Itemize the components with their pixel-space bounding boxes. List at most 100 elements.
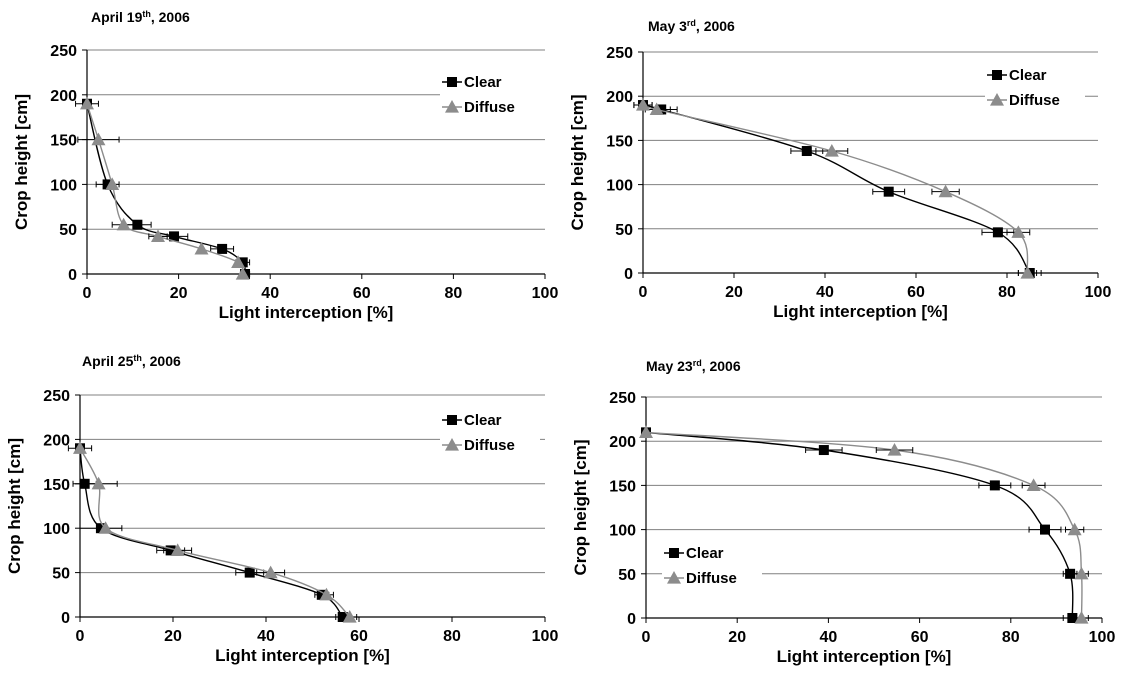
legend-marker-diffuse: [667, 571, 681, 584]
y-axis-label: Crop height [cm]: [12, 94, 31, 230]
chart-title-superscript: th: [142, 9, 151, 19]
legend-label-diffuse: Diffuse: [686, 570, 737, 587]
x-tick-label: 40: [820, 629, 838, 646]
y-tick-label: 100: [43, 521, 70, 538]
data-point-clear: [102, 179, 113, 190]
data-point-diffuse: [1026, 478, 1041, 491]
data-point-clear: [883, 186, 894, 197]
y-tick-label: 50: [59, 222, 77, 239]
y-tick-label: 0: [627, 611, 636, 628]
data-point-diffuse: [194, 241, 209, 255]
chart-title-superscript: rd: [687, 18, 696, 28]
y-tick-label: 250: [43, 388, 70, 405]
data-point-clear: [169, 231, 180, 242]
data-point-diffuse: [80, 96, 94, 110]
data-point-clear: [1067, 613, 1078, 623]
legend-label-clear: Clear: [1009, 67, 1047, 84]
data-point-clear: [237, 257, 248, 268]
y-tick-label: 200: [50, 88, 77, 105]
data-point-diffuse: [91, 476, 106, 490]
x-axis-label: Light interception [%]: [219, 303, 394, 322]
chart-panel-1: April 19th, 2006 0 50 100 150 200 250 0 20 40 60 80…: [12, 9, 558, 322]
y-tick-label: 150: [50, 133, 77, 150]
data-point-diffuse: [105, 177, 120, 190]
chart-title: April 25th, 2006: [82, 353, 181, 369]
y-axis-label: Crop height [cm]: [571, 440, 590, 576]
x-tick-label: 40: [816, 284, 834, 301]
x-tick-label: 20: [170, 285, 188, 302]
data-point-diffuse: [1074, 611, 1089, 624]
data-point-diffuse: [73, 441, 87, 454]
y-tick-label: 200: [43, 432, 70, 449]
data-point-diffuse: [235, 267, 250, 280]
x-axis-label: Light interception [%]: [215, 646, 390, 665]
data-point-diffuse: [150, 229, 165, 242]
y-tick-label: 0: [68, 267, 77, 284]
y-tick-label: 150: [609, 478, 636, 495]
x-tick-label: 40: [257, 628, 275, 645]
data-point-diffuse: [1067, 522, 1082, 536]
chart-title-rest: , 2006: [142, 353, 181, 369]
x-tick-label: 20: [725, 284, 743, 301]
x-tick-label: 60: [353, 285, 371, 302]
x-tick-label: 0: [83, 285, 92, 302]
chart-title-main: May 23: [646, 358, 693, 374]
legend-marker-clear: [992, 70, 1002, 80]
data-point-clear: [95, 523, 106, 534]
data-point-diffuse: [887, 443, 902, 456]
y-axis-label: Crop height [cm]: [568, 95, 587, 231]
x-tick-label: 100: [1085, 284, 1112, 301]
x-tick-label: 0: [639, 284, 648, 301]
x-tick-label: 0: [76, 628, 85, 645]
chart-title: May 23rd, 2006: [646, 358, 741, 374]
x-axis-label: Light interception [%]: [773, 302, 948, 321]
data-point-clear: [818, 445, 829, 456]
chart-title: May 3rd, 2006: [648, 18, 735, 34]
y-tick-label: 100: [606, 178, 633, 195]
series-diffuse: [77, 96, 250, 280]
x-axis-label: Light interception [%]: [777, 647, 952, 666]
chart-title-superscript: rd: [693, 358, 702, 368]
x-tick-label: 60: [350, 628, 368, 645]
data-point-clear: [1065, 568, 1076, 579]
legend-marker-clear: [447, 415, 457, 425]
x-tick-label: 100: [532, 285, 559, 302]
data-point-diffuse: [1074, 566, 1089, 580]
y-tick-label: 100: [609, 523, 636, 540]
chart-title-superscript: th: [133, 353, 142, 363]
data-point-diffuse: [649, 102, 664, 116]
x-tick-label: 80: [998, 284, 1016, 301]
x-tick-label: 100: [1089, 629, 1116, 646]
data-point-diffuse: [938, 184, 953, 198]
y-tick-label: 50: [618, 567, 636, 584]
data-point-diffuse: [231, 255, 246, 268]
legend-marker-diffuse: [990, 93, 1004, 106]
data-point-diffuse: [1020, 266, 1035, 279]
legend-label-clear: Clear: [686, 545, 724, 562]
data-point-clear: [801, 146, 812, 157]
series-diffuse: [639, 425, 1089, 624]
chart-title: April 19th, 2006: [91, 9, 190, 25]
chart-title-main: April 19: [91, 9, 143, 25]
legend-marker-clear: [447, 77, 457, 87]
legend-label-diffuse: Diffuse: [464, 99, 515, 116]
x-tick-label: 0: [642, 629, 651, 646]
y-tick-label: 50: [52, 566, 70, 583]
x-tick-label: 20: [728, 629, 746, 646]
y-tick-label: 200: [609, 434, 636, 451]
legend-label-diffuse: Diffuse: [1009, 92, 1060, 109]
x-tick-label: 60: [911, 629, 929, 646]
chart-panel-4: May 23rd, 2006 0 50 100 150 200 250 0 20 40 60 80 10…: [571, 358, 1115, 666]
data-point-diffuse: [639, 425, 653, 438]
x-tick-label: 80: [1002, 629, 1020, 646]
chart-title-main: May 3: [648, 18, 687, 34]
y-tick-label: 250: [50, 43, 77, 60]
x-tick-label: 80: [445, 285, 463, 302]
chart-title-rest: , 2006: [696, 18, 735, 34]
y-axis-label: Crop height [cm]: [5, 438, 24, 574]
legend-label-diffuse: Diffuse: [464, 437, 515, 454]
y-tick-label: 0: [624, 266, 633, 283]
y-tick-label: 200: [606, 89, 633, 106]
y-tick-label: 0: [61, 610, 70, 627]
